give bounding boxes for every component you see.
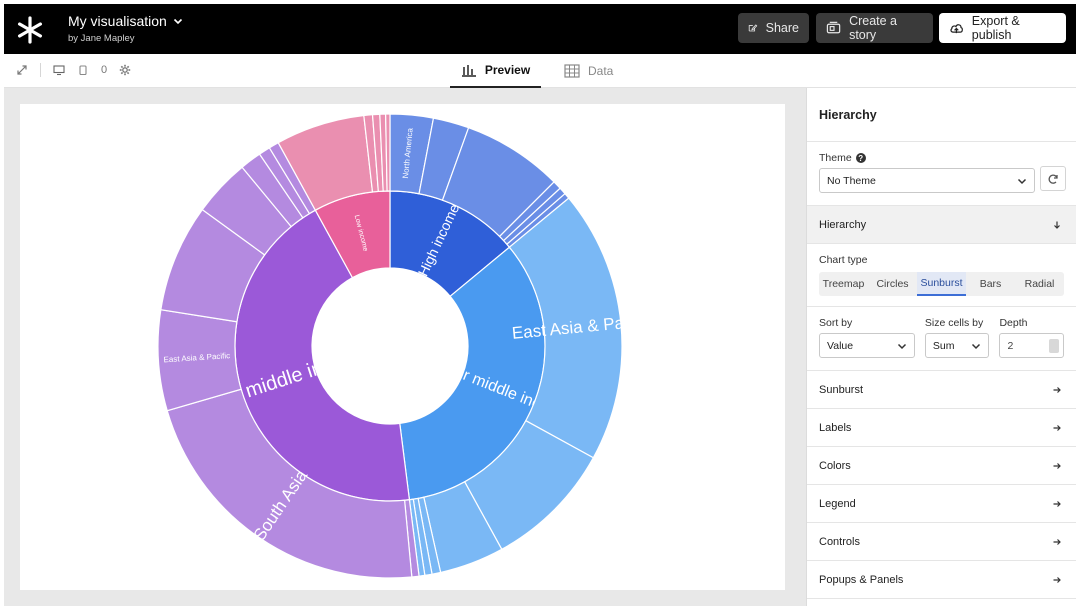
theme-select-value: No Theme xyxy=(827,174,876,187)
flourish-logo-icon[interactable] xyxy=(14,14,46,46)
export-publish-button[interactable]: Export & publish xyxy=(939,13,1066,43)
section-sunburst[interactable]: Sunburst xyxy=(807,371,1076,409)
chart-type-circles[interactable]: Circles xyxy=(876,278,909,290)
outer-segment-13[interactable] xyxy=(166,388,413,579)
toolbar-divider xyxy=(40,63,41,77)
outer-segment-24[interactable] xyxy=(385,113,391,192)
share-label: Share xyxy=(765,21,799,35)
chart-type-section: Chart type Treemap Circles Sunburst Bars… xyxy=(807,244,1076,307)
tab-data[interactable]: Data xyxy=(564,54,624,88)
view-counter: 0 xyxy=(101,64,108,76)
arrow-right-icon xyxy=(1053,538,1061,545)
arrow-right-icon xyxy=(1053,500,1061,507)
settings-gear-icon[interactable] xyxy=(119,64,131,76)
sort-by-value: Value xyxy=(827,339,854,352)
section-colors-label: Colors xyxy=(819,459,851,472)
settings-panel: Hierarchy Theme ? No Theme Hierarchy Cha… xyxy=(806,88,1076,606)
chart-type-sunburst[interactable]: Sunburst xyxy=(917,272,966,296)
arrow-right-icon xyxy=(1053,424,1061,431)
arrow-down-icon xyxy=(1054,221,1060,229)
arrow-right-icon xyxy=(1053,462,1061,469)
section-controls-label: Controls xyxy=(819,535,860,548)
chart-type-bars[interactable]: Bars xyxy=(979,278,1002,290)
size-cells-value: Sum xyxy=(932,339,955,352)
chart-canvas: High income Upper middle income Lower midd… xyxy=(20,104,785,590)
tab-preview-label: Preview xyxy=(484,63,531,77)
hierarchy-section-toggle[interactable]: Hierarchy xyxy=(807,206,1076,244)
visualisation-title[interactable]: My visualisation xyxy=(68,13,183,29)
section-legend-label: Legend xyxy=(819,497,856,510)
help-icon[interactable]: ? xyxy=(855,153,866,163)
refresh-icon xyxy=(1048,174,1058,184)
sort-size-depth-row: Sort by Value Size cells by Sum Depth 2 xyxy=(807,307,1076,371)
section-controls[interactable]: Controls xyxy=(807,523,1076,561)
fullscreen-icon[interactable] xyxy=(16,64,28,76)
section-popups-panels-label: Popups & Panels xyxy=(819,573,904,586)
chart-type-radial[interactable]: Radial xyxy=(1024,278,1055,290)
size-cells-label: Size cells by xyxy=(924,317,984,329)
create-story-button[interactable]: Create a story xyxy=(816,13,933,43)
theme-label: Theme xyxy=(819,152,852,164)
chart-type-treemap[interactable]: Treemap xyxy=(822,278,865,290)
depth-stepper[interactable]: 2 xyxy=(999,333,1064,358)
tab-data-label: Data xyxy=(588,64,614,78)
refresh-theme-button[interactable] xyxy=(1040,166,1066,191)
edit-share-icon xyxy=(748,24,758,32)
preview-area: High income Upper middle income Lower midd… xyxy=(4,88,806,606)
depth-label: Depth xyxy=(999,317,1028,329)
editor-toolbar: 0 Preview Data xyxy=(4,54,1076,88)
chevron-down-icon xyxy=(1017,178,1027,184)
section-labels[interactable]: Labels xyxy=(807,409,1076,447)
export-publish-label: Export & publish xyxy=(971,14,1020,42)
theme-section: Theme ? No Theme xyxy=(807,142,1076,206)
app-header: My visualisation by Jane Mapley Share Cr… xyxy=(4,4,1076,54)
theme-label-row: Theme ? xyxy=(819,152,1064,164)
chevron-down-icon xyxy=(173,18,182,25)
size-cells-select[interactable]: Sum xyxy=(924,333,990,358)
sort-by-select[interactable]: Value xyxy=(819,333,915,358)
story-icon xyxy=(826,21,841,34)
section-labels-label: Labels xyxy=(819,421,852,434)
table-grid-icon xyxy=(564,64,580,78)
cloud-upload-icon xyxy=(950,24,963,34)
outer-label-east-asia-pacific-14: East Asia & Pacific xyxy=(163,351,230,364)
desktop-view-icon[interactable] xyxy=(53,64,65,76)
section-legend[interactable]: Legend xyxy=(807,485,1076,523)
hierarchy-section-label: Hierarchy xyxy=(819,218,867,231)
stepper-arrows-icon[interactable] xyxy=(1049,338,1059,353)
chevron-down-icon xyxy=(897,343,906,349)
create-story-label: Create a story xyxy=(849,14,898,42)
chevron-down-icon xyxy=(972,343,981,349)
tab-preview[interactable]: Preview xyxy=(450,54,541,88)
mobile-view-icon[interactable] xyxy=(77,64,89,76)
visualisation-title-text: My visualisation xyxy=(68,13,167,29)
chart-type-label: Chart type xyxy=(819,254,868,266)
chart-type-segmented-control: Treemap Circles Sunburst Bars Radial xyxy=(819,272,1064,296)
author-byline: by Jane Mapley xyxy=(68,33,135,44)
theme-select[interactable]: No Theme xyxy=(819,168,1035,193)
arrow-right-icon xyxy=(1053,576,1061,583)
sort-by-label: Sort by xyxy=(819,317,853,329)
section-colors[interactable]: Colors xyxy=(807,447,1076,485)
share-button[interactable]: Share xyxy=(738,13,809,43)
arrow-right-icon xyxy=(1053,386,1061,393)
bar-chart-icon xyxy=(461,65,476,77)
section-popups-panels[interactable]: Popups & Panels xyxy=(807,561,1076,599)
section-sunburst-label: Sunburst xyxy=(819,383,864,396)
depth-value: 2 xyxy=(1007,339,1014,352)
panel-title: Hierarchy xyxy=(807,88,1076,142)
